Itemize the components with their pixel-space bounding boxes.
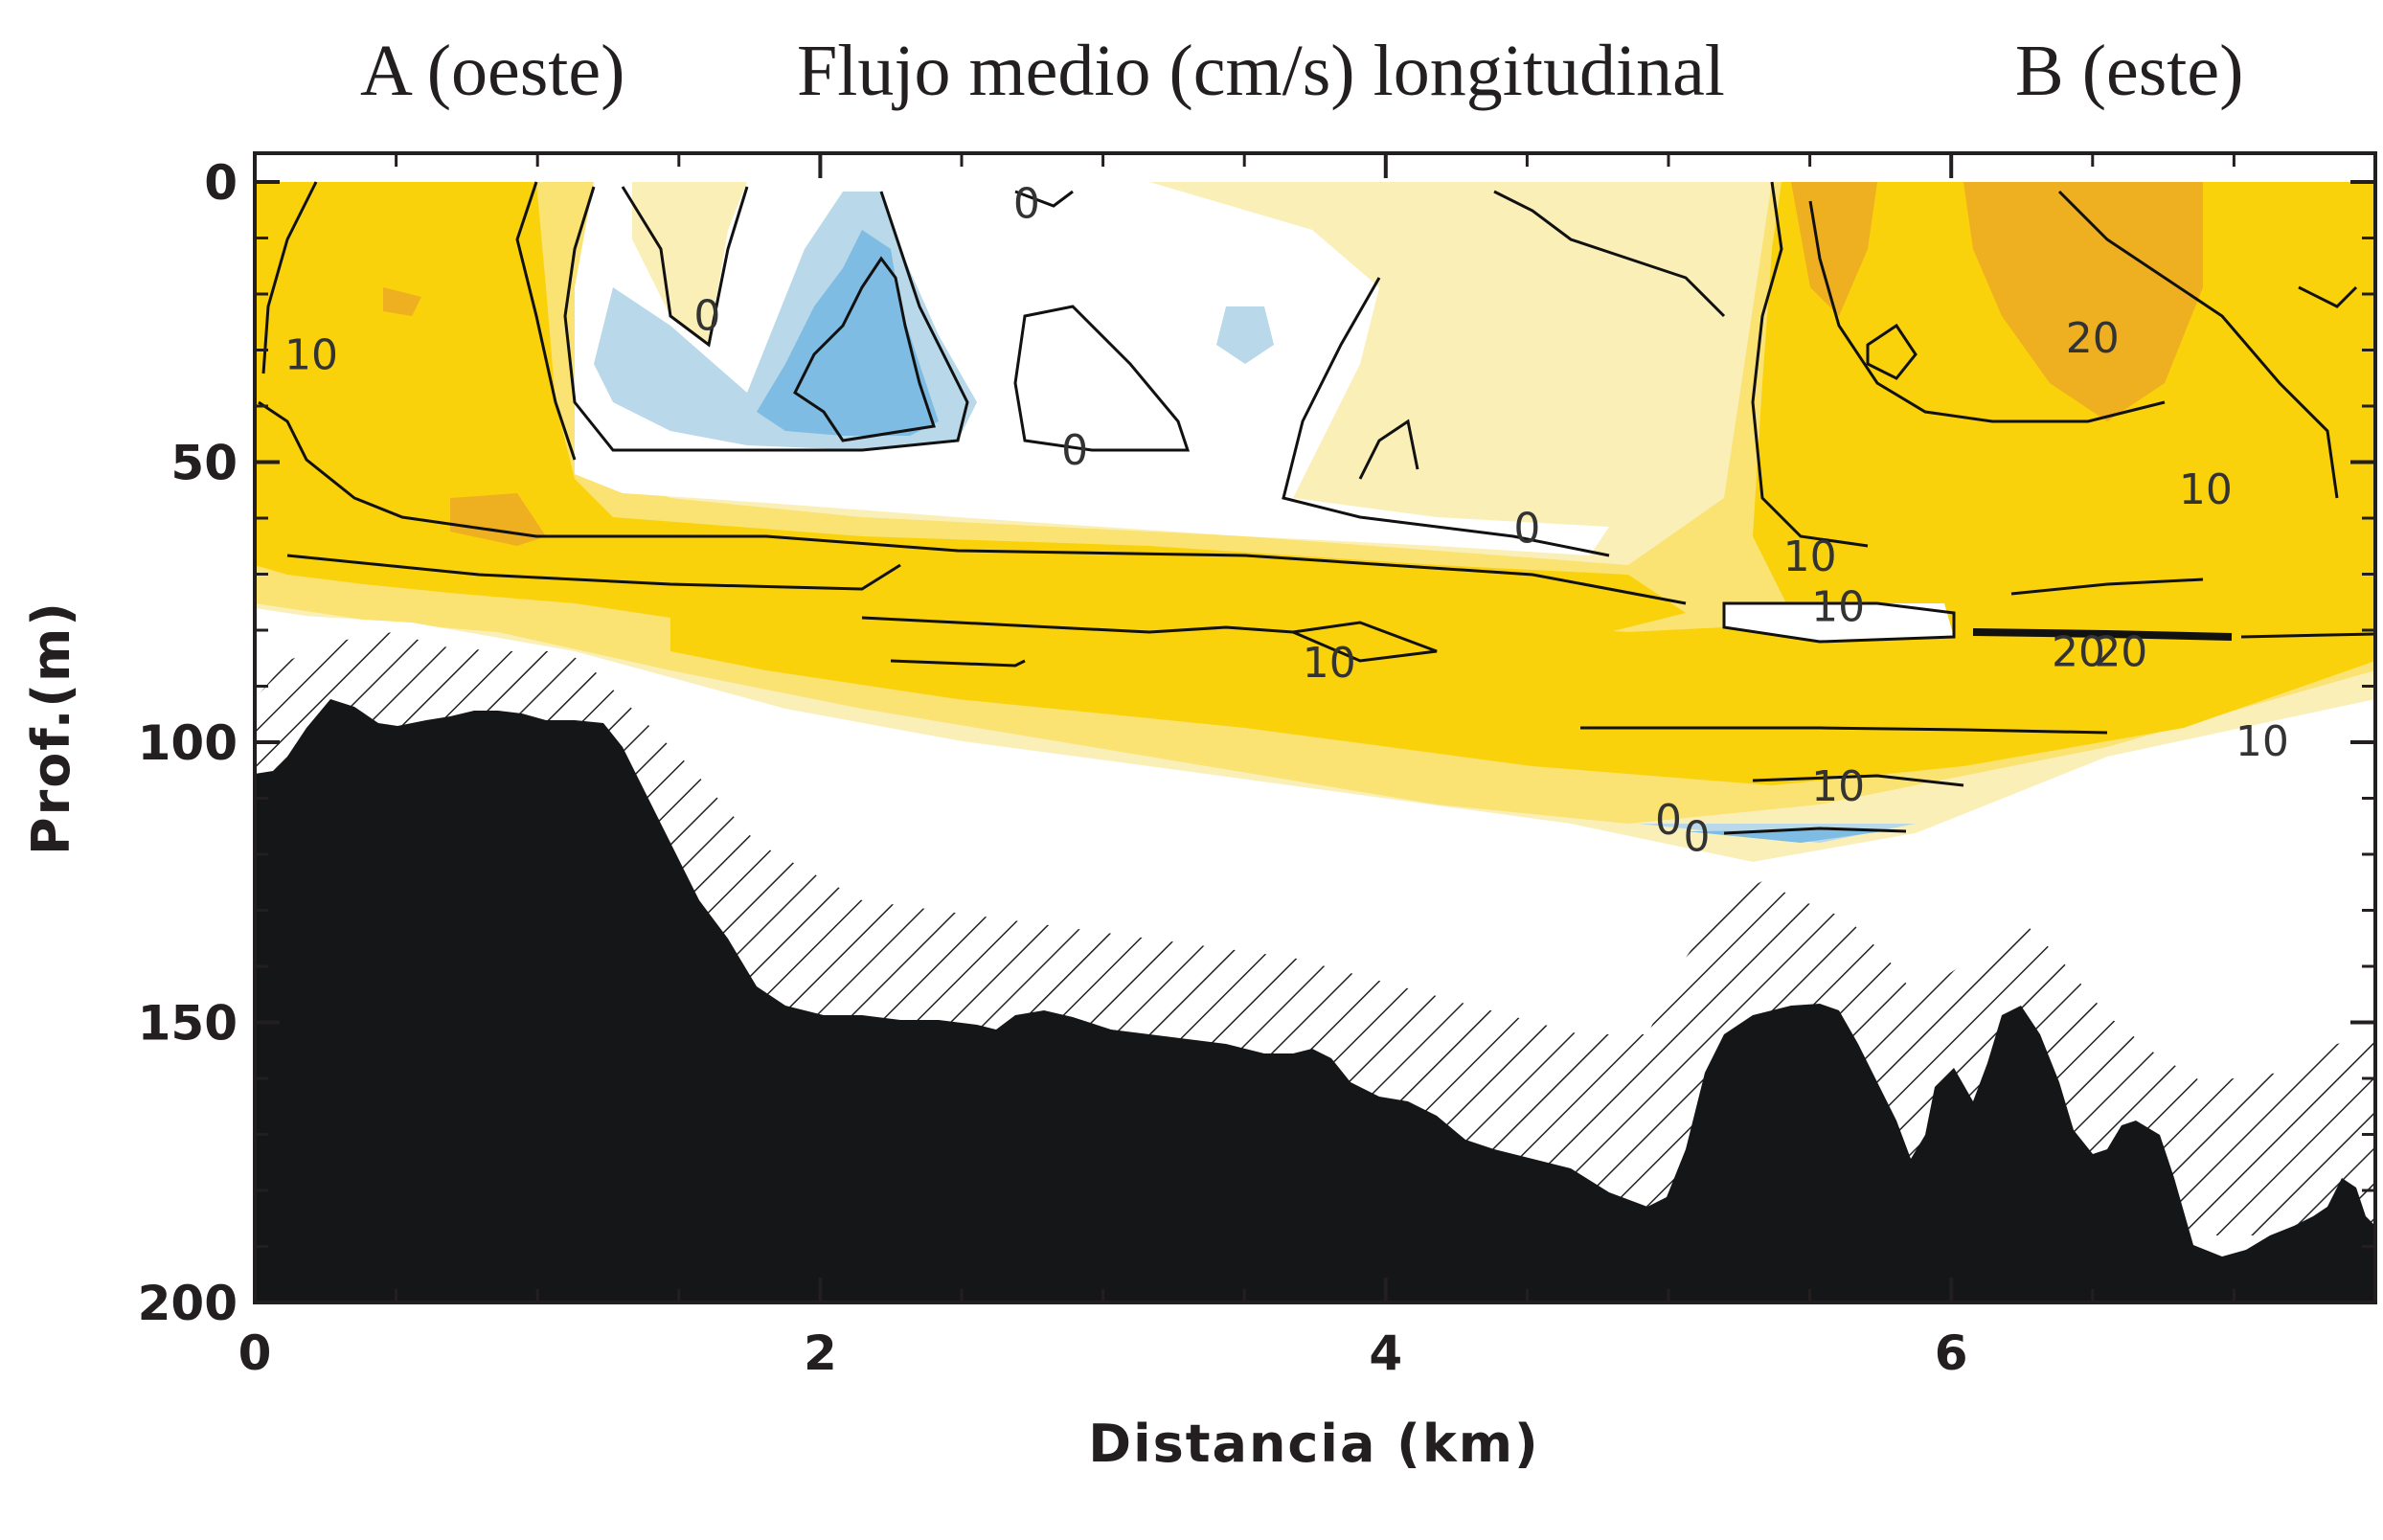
contour-label: 0 — [1513, 505, 1540, 554]
x-tick-label: 2 — [804, 1325, 837, 1381]
contour-line — [258, 400, 1687, 605]
field-weak-negative-patch — [1216, 306, 1274, 364]
left-section-label: A (oeste) — [360, 31, 624, 111]
contour-line — [1751, 181, 1869, 548]
contour-line — [1722, 601, 1956, 644]
contour-line — [1493, 190, 1726, 318]
field-negative — [757, 230, 939, 436]
contour-line — [515, 181, 577, 461]
contour-line — [1287, 621, 1438, 663]
y-tick-label: 50 — [170, 436, 238, 491]
contour-line — [1282, 277, 1610, 557]
y-tick-label: 0 — [204, 155, 238, 211]
x-tick-label: 0 — [238, 1325, 272, 1381]
contour-line — [2240, 632, 2375, 639]
contour-label: 10 — [1783, 532, 1837, 581]
contour-line — [1972, 628, 2233, 641]
contour-line — [890, 659, 1026, 668]
contour-line — [621, 186, 749, 348]
chart-title: Flujo medio (cm/s) longitudinal — [797, 31, 1725, 111]
field-strong-positive-east — [1963, 182, 2203, 421]
contour-lines — [258, 181, 2375, 835]
contour-line — [793, 256, 936, 442]
contour-line — [1808, 200, 2166, 423]
contour-label: 20 — [2066, 314, 2120, 363]
contour-label: 10 — [1303, 639, 1356, 688]
contour-label: 20 — [2052, 627, 2105, 676]
contour-line — [1752, 774, 1964, 787]
field-strong-positive-west — [450, 493, 546, 546]
contour-line — [2057, 190, 2339, 499]
contour-label: 10 — [2179, 465, 2233, 514]
contour-line — [1866, 323, 1918, 380]
y-tick-label: 100 — [138, 715, 238, 771]
field-strong-positive-west-small — [383, 287, 421, 316]
contour-label: 0 — [1684, 812, 1711, 861]
contour-line — [563, 186, 969, 452]
field-near-zero-east — [1724, 603, 1954, 642]
contour-label: 0 — [1061, 426, 1088, 475]
x-tick-label: 6 — [1935, 1325, 1968, 1381]
seafloor — [255, 699, 2375, 1302]
plot-border — [253, 151, 2377, 1304]
contour-line — [1014, 190, 1074, 208]
y-tick-label: 200 — [138, 1276, 238, 1331]
plot-area — [255, 181, 2375, 1302]
contour-label: 10 — [284, 330, 338, 379]
contour-label: 0 — [1013, 179, 1040, 228]
contour-line — [261, 181, 318, 374]
field-positive-east — [1753, 182, 2375, 690]
y-axis-label: Prof.(m) — [21, 600, 81, 855]
contour-label: 10 — [1811, 762, 1865, 811]
contour-line — [1580, 726, 2108, 735]
contour-label: 0 — [693, 291, 720, 340]
contour-label: 10 — [2235, 717, 2289, 766]
contour-line — [1723, 827, 1907, 835]
contour-label: 10 — [1811, 583, 1865, 632]
contour-line — [2010, 578, 2204, 596]
x-tick-label: 4 — [1369, 1325, 1402, 1381]
contour-label: 0 — [1655, 796, 1682, 845]
right-section-label: B (este) — [2015, 31, 2243, 111]
contour-line — [286, 554, 901, 591]
contour-line — [2298, 285, 2358, 308]
y-tick-label: 150 — [138, 996, 238, 1052]
contour-line — [1013, 305, 1191, 452]
contour-line — [1358, 419, 1419, 480]
x-axis: 0 2 4 6 — [238, 153, 2235, 1381]
x-axis-label: Distancia (km) — [1088, 1414, 1539, 1474]
contour-line — [861, 616, 1294, 634]
field-positive-west — [255, 182, 1686, 670]
contour-label: 20 — [2094, 627, 2147, 676]
